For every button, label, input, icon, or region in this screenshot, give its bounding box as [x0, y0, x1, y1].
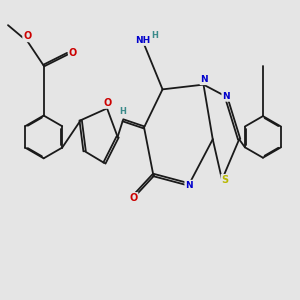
Text: N: N: [200, 75, 208, 84]
Text: S: S: [221, 175, 229, 185]
Text: H: H: [151, 31, 158, 40]
Text: NH: NH: [135, 36, 150, 45]
Text: H: H: [119, 107, 126, 116]
Text: O: O: [129, 193, 138, 203]
Text: N: N: [185, 181, 193, 190]
Text: O: O: [23, 32, 31, 41]
Text: O: O: [103, 98, 112, 108]
Text: N: N: [222, 92, 230, 101]
Text: O: O: [69, 48, 77, 58]
